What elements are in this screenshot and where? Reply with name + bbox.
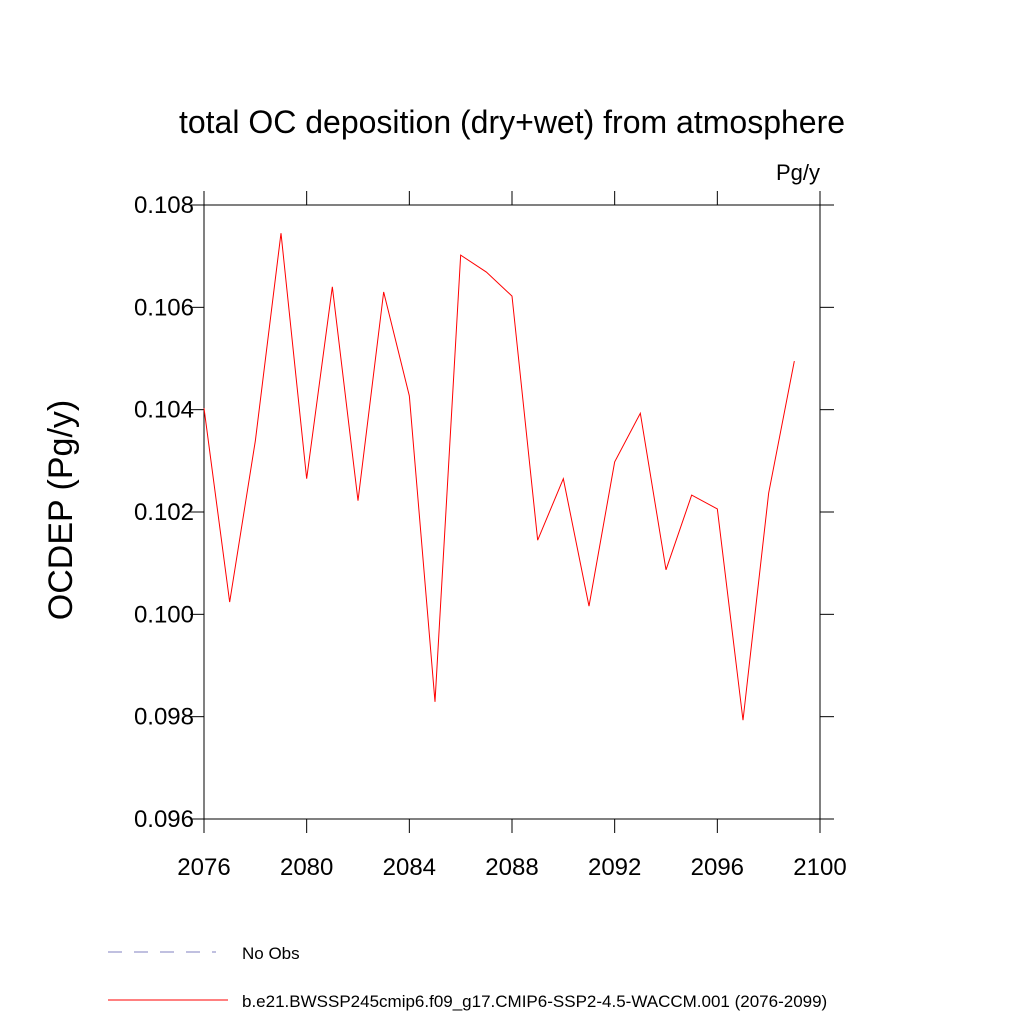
x-tick-label: 2088: [485, 854, 538, 881]
x-tick-label: 2076: [177, 854, 230, 881]
x-tick-label: 2100: [793, 854, 846, 881]
y-tick-label: 0.096: [134, 806, 194, 833]
series-line: [203, 233, 795, 721]
x-tick-label: 2084: [383, 854, 436, 881]
y-tick-label: 0.102: [134, 499, 194, 526]
chart-title: total OC deposition (dry+wet) from atmos…: [179, 104, 845, 140]
y-tick-label: 0.106: [134, 294, 194, 321]
legend-label: b.e21.BWSSP245cmip6.f09_g17.CMIP6-SSP2-4…: [242, 992, 827, 1011]
x-tick-label: 2080: [280, 854, 333, 881]
y-axis-label: OCDEP (Pg/y): [42, 400, 80, 620]
y-tick-label: 0.100: [134, 601, 194, 628]
y-tick-label: 0.104: [134, 397, 194, 424]
y-tick-label: 0.098: [134, 704, 194, 731]
units-label: Pg/y: [776, 160, 820, 185]
legend-label: No Obs: [242, 944, 300, 963]
x-tick-label: 2096: [691, 854, 744, 881]
y-tick-label: 0.108: [134, 192, 194, 219]
x-tick-label: 2092: [588, 854, 641, 881]
